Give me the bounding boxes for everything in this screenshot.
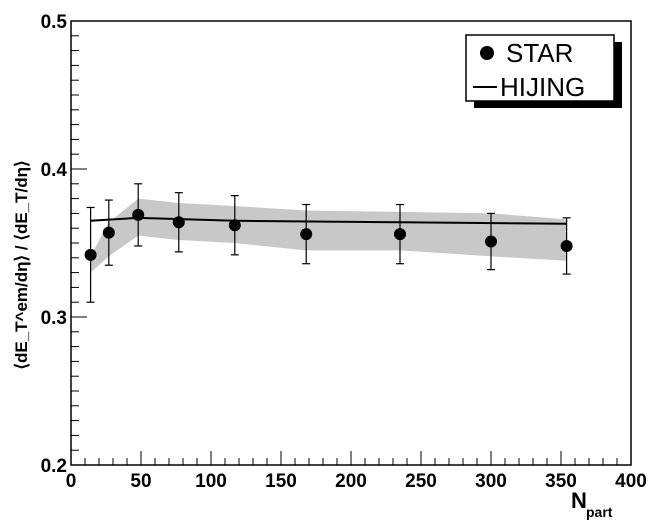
star-point-8	[560, 239, 573, 252]
star-point-3	[172, 216, 185, 229]
y-tick-label: 0.5	[41, 12, 68, 33]
x-tick-label: 400	[615, 471, 647, 492]
x-axis-title-sub: part	[586, 504, 613, 520]
star-point-5	[300, 228, 313, 241]
x-tick-label: 150	[265, 471, 297, 492]
star-point-1	[102, 226, 115, 239]
hijing-uncertainty-band-layer	[90, 198, 567, 273]
x-axis-title: N part	[571, 488, 613, 520]
x-tick-label: 300	[475, 471, 507, 492]
hijing-uncertainty-band	[90, 198, 567, 273]
x-tick-label: 200	[335, 471, 367, 492]
tick-labels-layer: 0 50 100 150 200 250 300 350 400 0.2 0.3 0.4 0.5	[41, 12, 647, 492]
x-tick-label: 50	[130, 471, 151, 492]
legend-star-marker	[480, 46, 494, 60]
star-point-2	[132, 208, 145, 221]
x-tick-label: 100	[195, 471, 227, 492]
y-tick-label: 0.4	[41, 160, 68, 181]
star-point-7	[485, 235, 497, 248]
axis-ticks-layer	[70, 20, 632, 466]
x-tick-label: 0	[66, 471, 77, 492]
legend: STAR HIJING	[465, 34, 622, 108]
y-tick-label: 0.3	[41, 308, 67, 329]
legend-hijing-label: HIJING	[500, 72, 585, 102]
y-tick-label: 0.2	[41, 456, 67, 477]
x-axis-title-main: N	[571, 488, 587, 513]
x-tick-label: 350	[545, 471, 577, 492]
x-tick-label: 250	[405, 471, 437, 492]
star-point-0	[84, 248, 97, 261]
star-point-6	[394, 228, 406, 241]
legend-star-label: STAR	[506, 38, 573, 68]
star-points-layer	[84, 183, 573, 303]
legend-box	[465, 34, 615, 102]
star-point-4	[228, 219, 241, 232]
y-axis-title: ⟨dE_T^em/dη⟩ / ⟨dE_T/dη⟩	[12, 160, 31, 369]
